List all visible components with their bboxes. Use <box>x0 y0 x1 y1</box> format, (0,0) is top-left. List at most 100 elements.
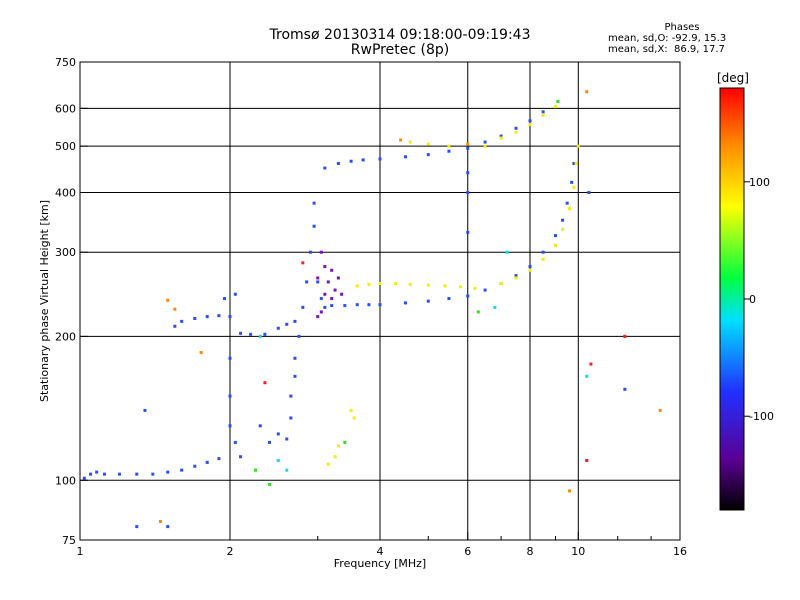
data-point <box>458 285 462 289</box>
data-point <box>258 334 262 338</box>
data-point <box>205 315 209 319</box>
data-point <box>323 305 327 309</box>
data-point <box>316 315 320 319</box>
colorbar-ticks: 100 0 -100 <box>744 176 774 423</box>
data-point <box>326 280 330 284</box>
phase-stats: Phases mean, sd,O: -92.9, 15.3 mean, sd,… <box>608 22 756 55</box>
data-point <box>528 265 532 269</box>
data-point <box>323 166 327 170</box>
data-point <box>289 394 293 398</box>
data-point <box>408 282 412 286</box>
data-point <box>483 288 487 292</box>
data-point <box>193 316 197 320</box>
data-point <box>447 144 451 148</box>
data-point <box>199 351 203 355</box>
chart-title-line1: Tromsø 20130314 09:18:00-09:19:43 <box>269 27 531 43</box>
data-point <box>228 394 232 398</box>
data-point <box>217 314 221 318</box>
data-point <box>499 282 503 286</box>
data-point <box>528 119 532 123</box>
data-point <box>285 468 289 472</box>
data-point <box>223 297 227 301</box>
data-point <box>151 472 155 476</box>
y-tick-label: 600 <box>55 102 76 115</box>
data-point <box>576 144 580 148</box>
data-point <box>565 201 569 205</box>
data-point <box>180 468 184 472</box>
data-point <box>541 113 545 117</box>
data-point <box>193 464 197 468</box>
data-points <box>82 90 662 529</box>
data-point <box>263 381 267 385</box>
data-point <box>361 158 365 162</box>
data-point <box>352 416 356 420</box>
data-point <box>239 455 243 459</box>
y-axis-ticks: 75 100 200 300 400 500 600 750 <box>55 56 88 547</box>
data-point <box>585 374 589 378</box>
data-point <box>173 307 177 311</box>
data-point <box>319 250 323 254</box>
data-point <box>166 298 170 302</box>
data-point <box>258 424 262 428</box>
data-point <box>399 138 403 142</box>
data-point <box>340 292 344 296</box>
data-point <box>267 440 271 444</box>
data-point <box>316 276 320 280</box>
colorbar-label: [deg] <box>717 71 749 85</box>
data-point <box>166 525 170 529</box>
data-point <box>553 234 557 238</box>
data-point <box>228 315 232 319</box>
data-point <box>447 149 451 153</box>
data-point <box>572 161 576 165</box>
phase-stats-o: mean, sd,O: -92.9, 15.3 <box>608 33 727 44</box>
data-point <box>297 334 301 338</box>
x-tick-label: 1 <box>77 545 84 558</box>
data-point <box>263 332 267 336</box>
data-point <box>301 305 305 309</box>
data-point <box>89 472 93 476</box>
data-point <box>553 105 557 109</box>
data-point <box>466 294 470 298</box>
data-point <box>493 305 497 309</box>
data-point <box>276 458 280 462</box>
colorbar-tick-label: 0 <box>749 293 756 306</box>
data-point <box>319 310 323 314</box>
data-point <box>367 303 371 307</box>
data-point <box>623 387 627 391</box>
y-tick-label: 100 <box>55 474 76 487</box>
data-point <box>312 201 316 205</box>
data-point <box>528 268 532 272</box>
data-point <box>585 458 589 462</box>
data-point <box>336 276 340 280</box>
x-tick-label: 4 <box>377 545 384 558</box>
data-point <box>249 332 253 336</box>
data-point <box>378 303 382 307</box>
y-tick-label: 750 <box>55 56 76 69</box>
data-point <box>570 180 574 184</box>
data-point <box>561 227 565 231</box>
data-point <box>135 472 139 476</box>
data-point <box>319 297 323 301</box>
data-point <box>572 185 576 189</box>
data-point <box>285 322 289 326</box>
data-point <box>293 356 297 360</box>
data-point <box>466 190 470 194</box>
data-point <box>276 326 280 330</box>
x-tick-label: 8 <box>527 545 534 558</box>
data-point <box>483 144 487 148</box>
data-point <box>233 440 237 444</box>
y-axis-label: Stationary phase Virtual Height [km] <box>38 200 51 402</box>
data-point <box>323 292 327 296</box>
data-point <box>528 123 532 127</box>
data-point <box>443 284 447 288</box>
data-point <box>426 142 430 146</box>
x-axis-ticks: 1 2 4 6 8 10 16 <box>77 532 687 558</box>
data-point <box>349 159 353 163</box>
data-point <box>316 280 320 284</box>
x-tick-label: 16 <box>673 545 687 558</box>
data-point <box>514 130 518 134</box>
phase-stats-x: mean, sd,X: 86.9, 17.7 <box>608 44 725 55</box>
data-point <box>466 146 470 150</box>
data-point <box>228 424 232 428</box>
